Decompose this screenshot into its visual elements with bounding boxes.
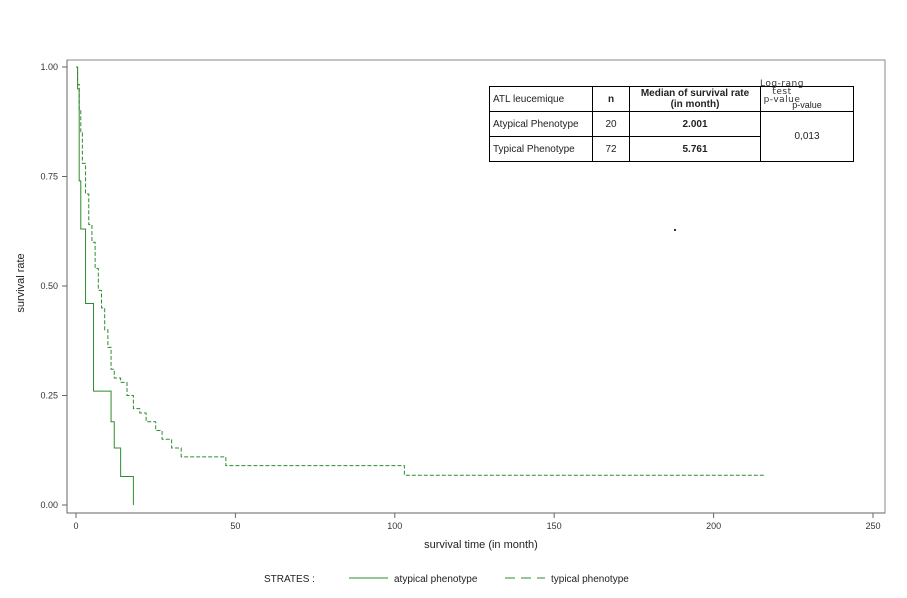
legend-label-atypical: atypical phenotype: [394, 574, 478, 585]
y-tick-label: 0.50: [40, 281, 58, 291]
logrank-label: Log-rang test p-value: [742, 79, 822, 105]
x-tick-label: 50: [230, 521, 240, 531]
series-layer: [76, 66, 765, 505]
y-tick-label: 1.00: [40, 62, 58, 72]
table-row: Atypical Phenotype 20 2.001 0,013: [489, 111, 854, 162]
row-median: 5.761: [629, 136, 761, 162]
x-axis-ticks: 0 50 100 150 200 250: [73, 513, 881, 531]
legend-title: STRATES :: [264, 574, 315, 585]
x-axis-title: survival time (in month): [424, 539, 538, 551]
row-group: Atypical Phenotype: [489, 111, 593, 137]
y-tick-label: 0.75: [40, 172, 58, 182]
row-n: 72: [592, 136, 630, 162]
header-n: n: [592, 86, 630, 112]
x-tick-label: 100: [387, 521, 402, 531]
row-group: Typical Phenotype: [489, 136, 593, 162]
p-value-cell: 0,013: [760, 111, 854, 162]
legend-label-typical: typical phenotype: [551, 574, 629, 585]
logrank-line-2: test: [772, 87, 792, 97]
y-axis-title: survival rate: [15, 253, 27, 312]
row-median: 2.001: [629, 111, 761, 137]
y-tick-label: 0.25: [40, 391, 58, 401]
x-tick-label: 250: [865, 521, 880, 531]
row-n: 20: [592, 111, 630, 137]
logrank-line-1: Log-rang: [760, 79, 804, 89]
logrank-line-3: p-value: [763, 95, 801, 105]
header-pvalue: p-value: [760, 86, 854, 112]
x-tick-label: 200: [706, 521, 721, 531]
header-median-line2: (in month): [670, 99, 720, 110]
table-row: Typical Phenotype 72 5.761: [489, 136, 854, 162]
y-axis-ticks: 0.00 0.25 0.50 0.75 1.00: [40, 62, 67, 510]
series-line-atypical: [76, 66, 134, 505]
stats-table: ATL leucemique n Median of survival rate…: [489, 86, 854, 162]
stray-dot: [674, 229, 676, 231]
y-tick-label: 0.00: [40, 500, 58, 510]
series-line-typical: [76, 66, 765, 476]
header-group: ATL leucemique: [489, 86, 593, 112]
header-median-line1: Median of survival rate: [640, 88, 750, 99]
x-tick-label: 150: [547, 521, 562, 531]
header-median: Median of survival rate (in month): [629, 86, 761, 112]
legend: STRATES : atypical phenotype typical phe…: [264, 574, 629, 585]
x-tick-label: 0: [73, 521, 78, 531]
